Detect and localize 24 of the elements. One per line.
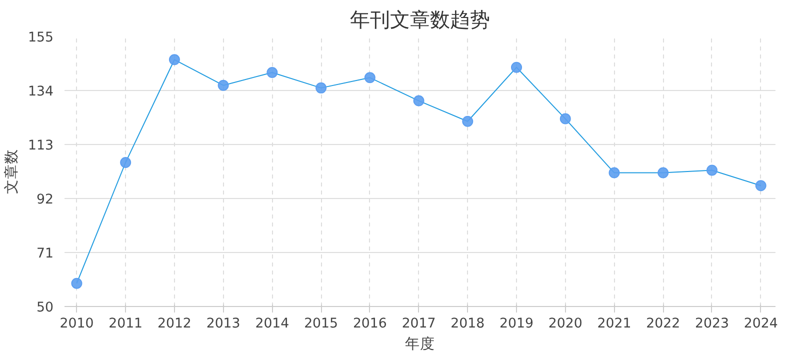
- x-tick-label: 2021: [597, 316, 632, 332]
- x-tick-label: 2022: [646, 316, 680, 332]
- y-tick-label: 50: [36, 300, 54, 316]
- y-tick-label: 113: [28, 138, 54, 154]
- chart-title: 年刊文章数趋势: [350, 8, 490, 32]
- x-tick-label: 2018: [450, 316, 485, 332]
- x-tick-label: 2016: [352, 316, 387, 332]
- y-tick-label: 71: [36, 246, 54, 262]
- x-tick-label: 2011: [108, 316, 143, 332]
- x-tick-label: 2024: [744, 316, 778, 332]
- x-tick-label: 2023: [695, 316, 729, 332]
- x-tick-label: 2014: [255, 316, 290, 332]
- y-tick-label: 155: [28, 30, 54, 46]
- y-tick-label: 92: [36, 192, 54, 208]
- x-tick-label: 2015: [304, 316, 338, 332]
- x-tick-label: 2010: [60, 316, 94, 332]
- x-tick-label: 2012: [157, 316, 192, 332]
- y-tick-label: 134: [28, 84, 54, 100]
- x-tick-label: 2019: [500, 316, 534, 332]
- x-tick-label: 2017: [402, 316, 436, 332]
- y-axis-title: 文章数: [3, 149, 20, 194]
- x-tick-label: 2020: [548, 316, 582, 332]
- x-tick-label: 2013: [206, 316, 240, 332]
- x-axis-title: 年度: [405, 336, 435, 352]
